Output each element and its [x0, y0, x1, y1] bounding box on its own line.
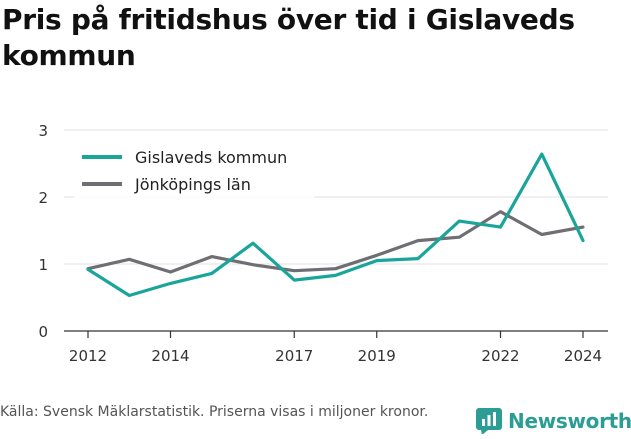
- x-tick-label: 2022: [481, 347, 519, 365]
- brand-name: Newsworthy: [508, 409, 631, 433]
- series-line: [86, 152, 585, 298]
- legend-label: Gislaveds kommun: [135, 148, 287, 167]
- x-axis-tick-labels: 2012 2014 2017 2019 2022 2024: [69, 331, 602, 365]
- line-chart: 0 1 2 3 2012 2014 2017 2019 2022 2024 Gislaveds …: [38, 122, 608, 365]
- x-tick-label: 2014: [151, 347, 189, 365]
- newsworthy-logo-icon: [476, 408, 502, 434]
- legend-background: [74, 140, 314, 200]
- series-lines: [86, 152, 585, 298]
- legend: Gislaveds kommun Jönköpings län: [74, 140, 314, 200]
- y-tick-label: 2: [38, 189, 48, 207]
- y-axis-tick-labels: 0 1 2 3: [38, 122, 48, 341]
- x-tick-label: 2017: [275, 347, 313, 365]
- y-tick-label: 0: [38, 323, 48, 341]
- series-line: [86, 210, 585, 274]
- y-tick-label: 1: [38, 256, 48, 274]
- brand-logo[interactable]: Newsworthy: [476, 408, 631, 434]
- y-tick-label: 3: [38, 122, 48, 140]
- legend-label: Jönköpings län: [134, 175, 251, 194]
- chart-title: Pris på fritidshus över tid i Gislaveds …: [2, 3, 575, 72]
- source-note: Källa: Svensk Mäklarstatistik. Priserna …: [0, 404, 429, 420]
- x-tick-label: 2024: [564, 347, 602, 365]
- x-tick-label: 2012: [69, 347, 107, 365]
- x-tick-label: 2019: [358, 347, 396, 365]
